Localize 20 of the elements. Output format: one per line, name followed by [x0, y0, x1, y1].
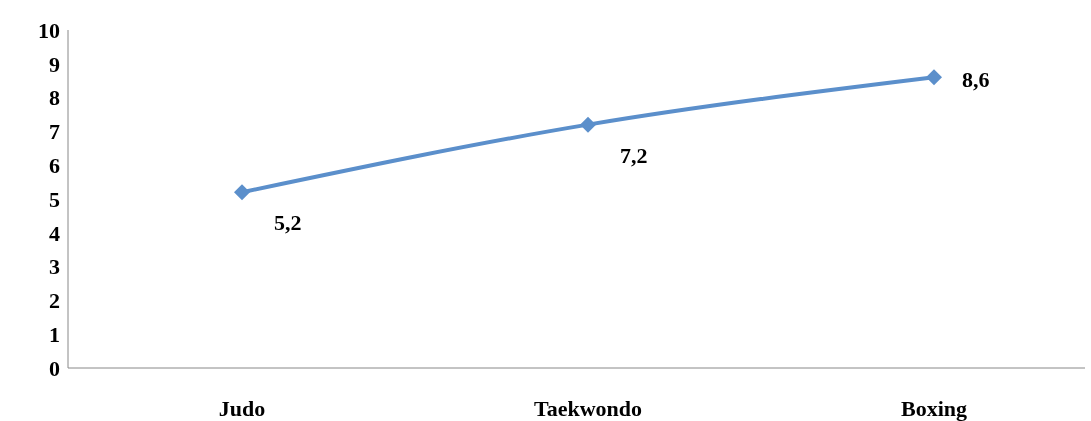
point: [580, 116, 596, 133]
data-label: 5,2: [274, 210, 302, 236]
y-tick-label: 2: [49, 288, 60, 314]
y-tick-label: 3: [49, 254, 60, 280]
y-tick-label: 1: [49, 322, 60, 348]
y-tick-label: 4: [49, 220, 60, 246]
y-tick-label: 5: [49, 186, 60, 212]
y-tick-label: 10: [38, 17, 60, 43]
y-tick-label: 7: [49, 119, 60, 145]
x-tick-label: Taekwondo: [533, 395, 643, 421]
data-label: 8,6: [962, 67, 990, 93]
data-label: 7,2: [620, 142, 648, 168]
x-tick-label: Judo: [218, 395, 266, 421]
point: [926, 69, 942, 86]
y-tick-label: 0: [49, 355, 60, 381]
y-tick-label: 6: [49, 153, 60, 179]
x-tick-label: Boxing: [900, 395, 968, 421]
y-tick-label: 8: [49, 85, 60, 111]
point: [234, 184, 250, 201]
y-tick-label: 9: [49, 51, 60, 77]
